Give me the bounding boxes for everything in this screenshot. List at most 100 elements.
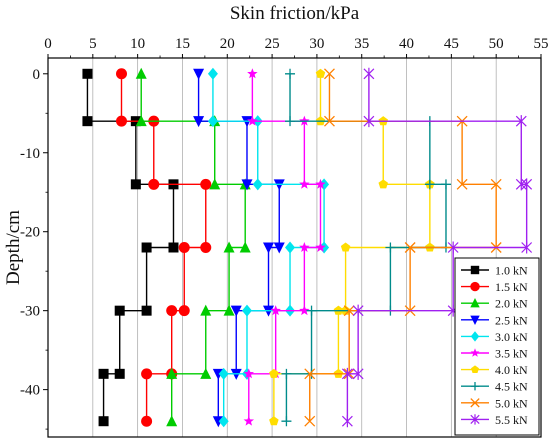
x-tick-label: 20 [220,36,235,52]
data-point [263,242,275,254]
data-point [269,368,279,378]
x-tick-label: 45 [444,36,459,52]
data-point [98,416,109,427]
legend-item: 2.0 kN [461,297,528,311]
data-point [281,416,292,427]
data-point [424,179,435,190]
legend-item: 2.5 kN [461,313,528,327]
legend-label: 4.0 kN [495,363,528,377]
series-line [346,73,528,422]
series-1_5-kn [116,68,212,427]
data-point [130,179,141,190]
legend-item: 1.0 kN [461,264,528,278]
series-5_5-kn [341,67,533,428]
legend-item: 1.5 kN [461,280,528,294]
y-axis-ticks: 0 -10 -20 -30 -40 [20,67,48,430]
data-point [82,116,93,127]
y-tick-label: -40 [20,383,40,399]
data-point [114,305,125,316]
x-tick-label: 15 [175,36,190,52]
legend-label: 5.5 kN [495,413,528,427]
data-point [440,179,451,190]
data-point [247,68,258,79]
data-point [141,305,152,316]
legend-item: 3.5 kN [461,347,528,361]
x-tick-label: 30 [309,36,324,52]
legend-label: 1.0 kN [495,264,528,278]
data-point [315,68,326,78]
legend-label: 3.0 kN [495,330,528,344]
x-axis-ticks: 0 5 10 15 20 25 30 35 40 45 50 55 [44,36,549,58]
data-point [269,416,279,426]
legend-label: 5.0 kN [495,396,528,410]
series-line [248,73,322,422]
data-series [82,67,533,428]
legend-label: 2.0 kN [495,297,528,311]
legend-marker [470,265,480,275]
x-axis-title: Skin friction/kPa [230,3,360,24]
y-tick-label: 0 [33,67,41,83]
legend-marker [470,348,480,357]
data-point [178,242,190,253]
legend-item: 4.5 kN [461,380,528,394]
data-point [285,241,296,254]
legend-item: 5.0 kN [461,396,528,410]
legend-marker [470,414,480,425]
data-point [241,179,253,191]
data-point [352,367,364,380]
data-point [148,178,160,190]
data-point [343,305,355,317]
data-point [447,241,459,254]
data-point [281,368,292,379]
x-tick-label: 10 [130,36,145,52]
data-point [178,305,190,317]
data-point [341,415,353,428]
data-point [166,305,178,317]
data-point [218,367,229,380]
data-point [239,241,251,253]
data-point [82,68,93,79]
data-point [456,178,468,190]
legend-item: 5.5 kN [461,413,528,427]
data-point [304,368,316,380]
data-point [141,242,152,253]
legend: 1.0 kN 1.5 kN 2.0 kN 2.5 kN 3.0 kN 3.5 kN 4.0 … [454,257,540,436]
data-point [230,305,242,317]
data-point [114,368,125,379]
data-point [306,305,317,316]
data-point [223,241,235,253]
y-tick-label: -20 [20,225,40,241]
data-point [515,178,527,191]
data-point [285,116,296,127]
data-point [315,178,326,189]
y-tick-label: -30 [20,304,40,320]
data-point [207,115,218,128]
data-point [243,415,255,426]
legend-box [454,257,540,436]
data-point [385,242,396,253]
data-point [200,178,212,190]
legend-marker [470,315,480,325]
data-point [363,67,375,80]
x-tick-label: 55 [534,36,549,52]
data-point [299,242,310,252]
x-tick-label: 50 [489,36,504,52]
data-point [166,367,178,379]
data-point [223,304,235,316]
legend-marker [471,365,479,373]
data-point [98,368,109,379]
x-tick-label: 0 [44,36,52,52]
data-point [200,304,212,316]
legend-label: 4.5 kN [495,380,528,394]
data-point [141,368,153,380]
data-point [166,415,178,427]
data-point [218,415,229,428]
data-point [141,415,153,427]
data-point [270,305,281,316]
data-point [116,68,128,80]
data-point [521,241,533,254]
data-point [521,178,533,191]
legend-label: 3.5 kN [495,347,528,361]
x-tick-label: 35 [354,36,369,52]
